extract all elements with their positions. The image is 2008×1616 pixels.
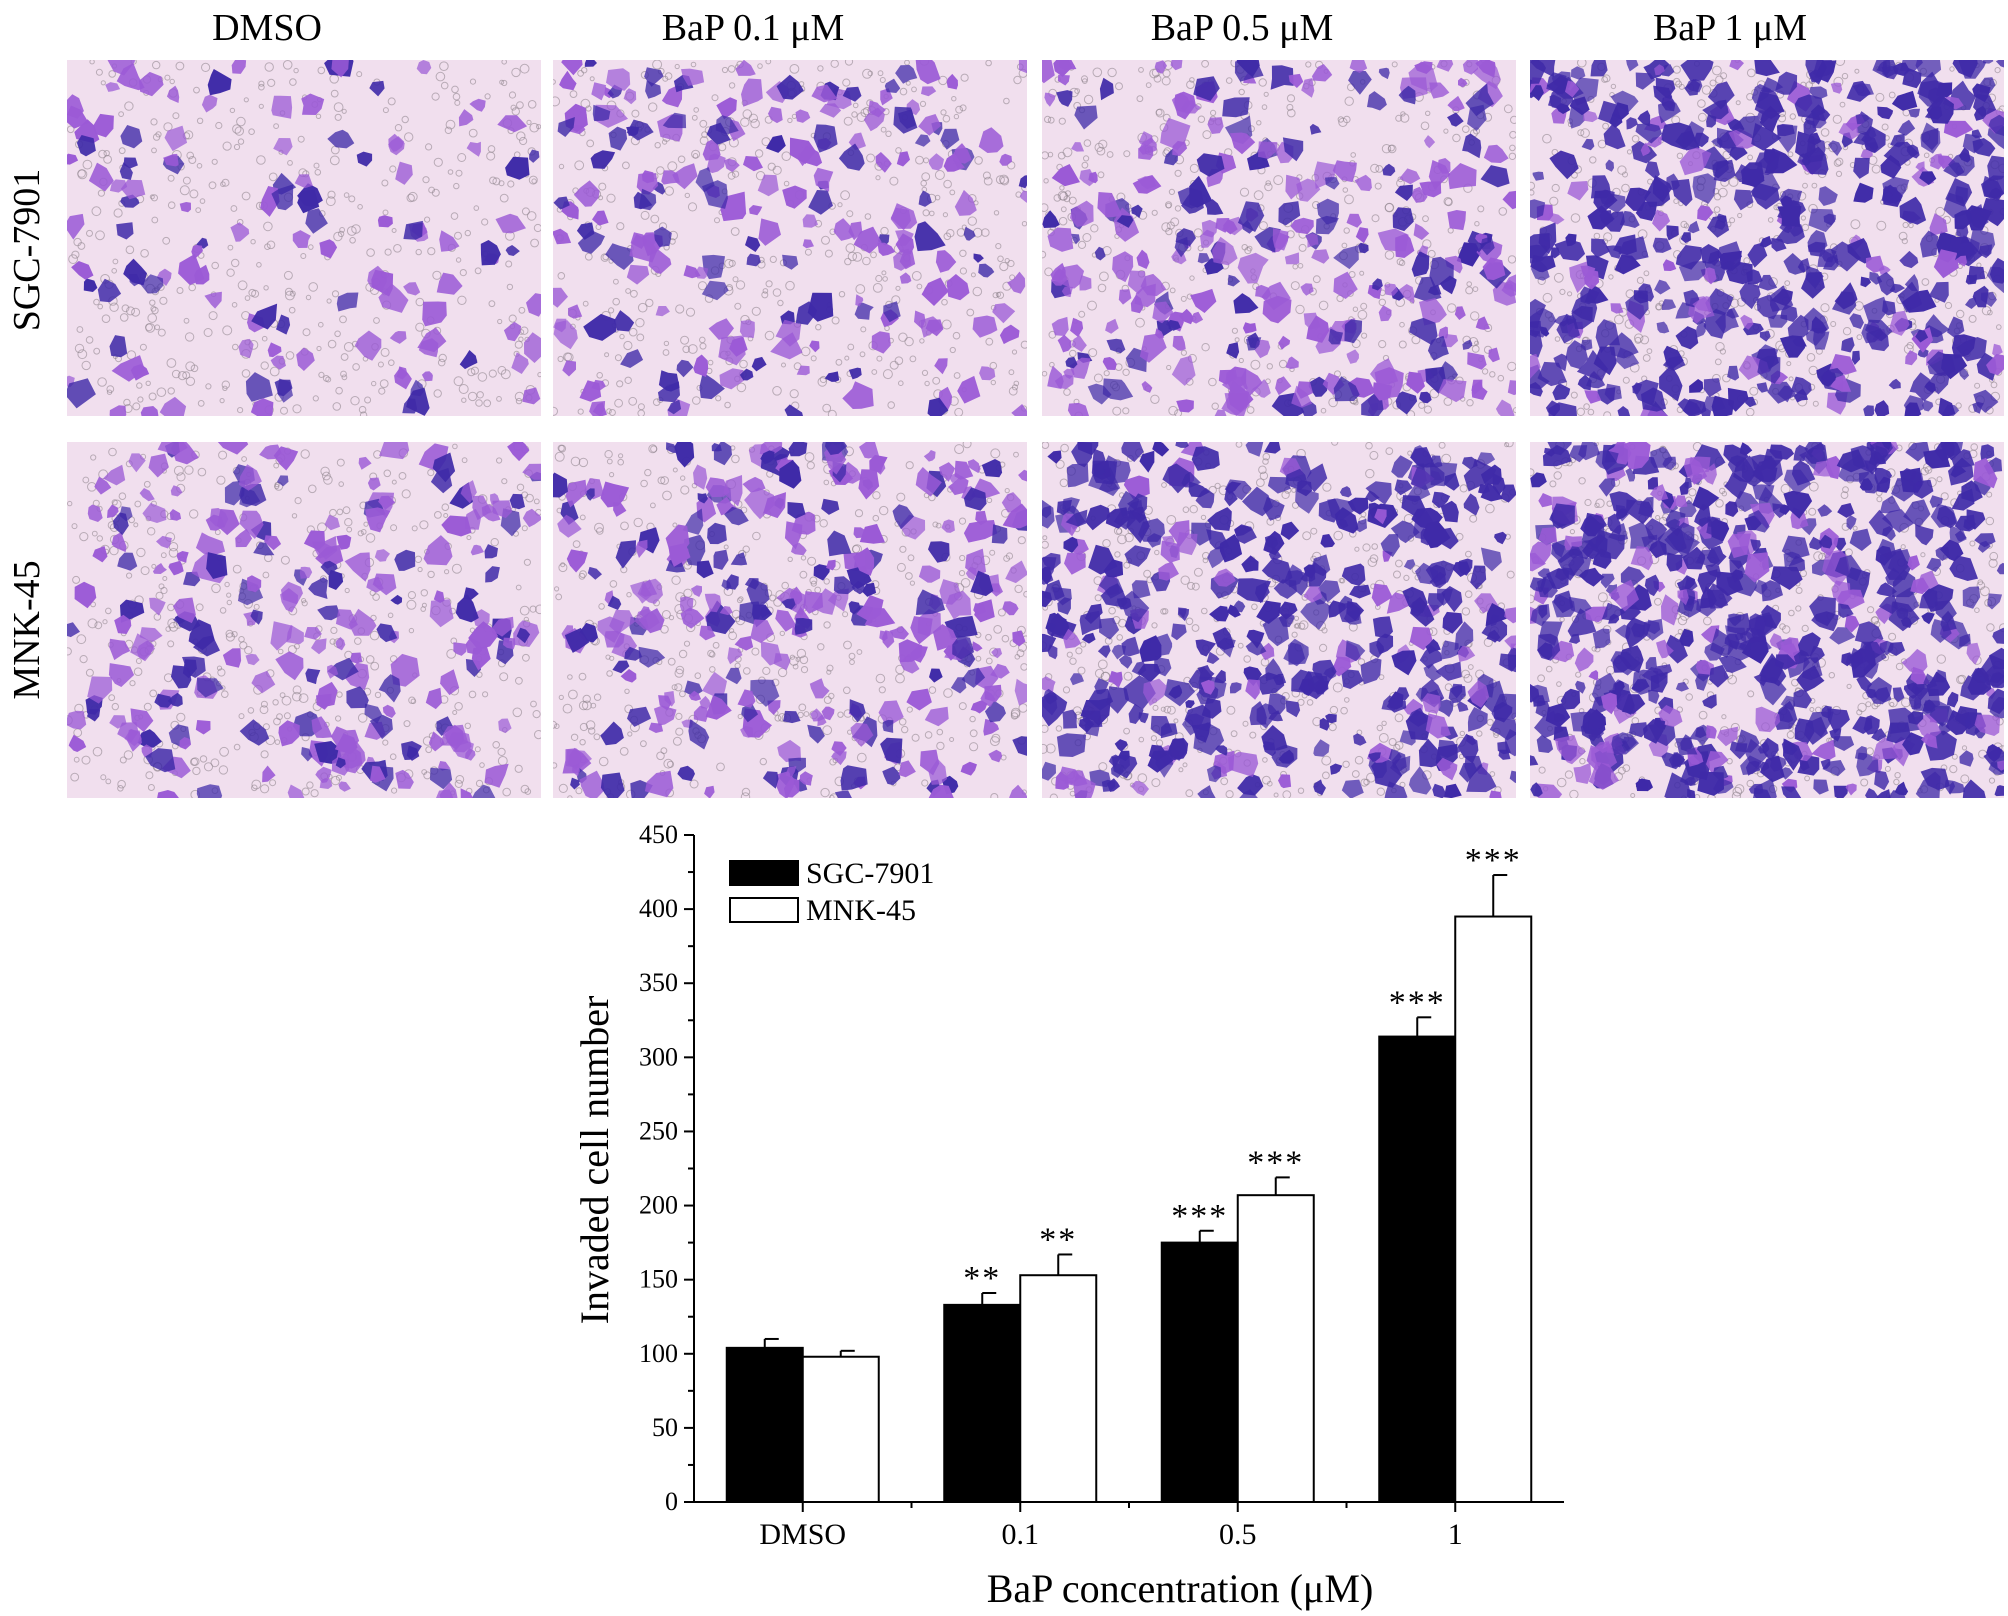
micrograph-mnk-45-bap-1 [1530, 442, 2004, 798]
x-axis-label: BaP concentration (μM) [987, 1566, 1374, 1611]
micrograph-mnk-45-bap-0-5 [1042, 442, 1516, 798]
significance-label: *** [1247, 1144, 1304, 1181]
x-tick-label: 1 [1448, 1518, 1463, 1551]
bar-sgc-7901-1 [1378, 1035, 1457, 1504]
column-header-bap-0-5: BaP 0.5 μM [1150, 7, 1334, 49]
y-tick-label: 350 [639, 968, 678, 997]
micrograph-sgc-7901-dmso [67, 60, 541, 416]
bar-mnk-45-0.1 [1019, 1274, 1098, 1503]
y-tick-label: 400 [639, 894, 678, 923]
x-tick-label: 0.1 [1002, 1518, 1040, 1551]
micrograph-sgc-7901-bap-0-1 [553, 60, 1027, 416]
y-tick-label: 100 [639, 1339, 678, 1368]
legend-swatch-sgc-7901 [729, 860, 799, 886]
significance-label: ** [963, 1260, 1001, 1297]
micrograph-mnk-45-bap-0-1 [553, 442, 1027, 798]
bar-sgc-7901-0.1 [943, 1303, 1022, 1504]
significance-label: *** [1389, 984, 1446, 1021]
bar-sgc-7901-DMSO [725, 1346, 804, 1503]
y-tick-label: 0 [665, 1487, 678, 1516]
legend-swatch-mnk-45 [729, 897, 799, 923]
bar-mnk-45-1 [1454, 915, 1533, 1503]
y-tick-label: 300 [639, 1042, 678, 1071]
bar-sgc-7901-0.5 [1160, 1241, 1239, 1503]
column-header-bap-0-1: BaP 0.1 μM [661, 7, 845, 49]
bar-mnk-45-0.5 [1236, 1194, 1315, 1504]
y-axis-label: Invaded cell number [572, 996, 617, 1325]
significance-label: *** [1465, 842, 1522, 879]
y-tick-label: 50 [652, 1413, 678, 1442]
chart-axes: 0 50 100 150 200 250 300 350 400 450 DMSO 0.1 0.5 1 [639, 820, 1564, 1551]
bar-mnk-45-DMSO [801, 1355, 880, 1503]
micrograph-sgc-7901-bap-0-5 [1042, 60, 1516, 416]
column-header-dmso: DMSO [212, 7, 322, 49]
column-header-bap-1: BaP 1 μM [1652, 7, 1808, 49]
x-tick-label: DMSO [759, 1518, 846, 1551]
y-tick-label: 250 [639, 1116, 678, 1145]
significance-label: ** [1039, 1221, 1077, 1258]
chart-legend: SGC-7901 MNK-45 [729, 857, 934, 927]
y-tick-label: 200 [639, 1191, 678, 1220]
legend-label-mnk-45: MNK-45 [806, 894, 916, 927]
micrograph-sgc-7901-bap-1 [1530, 60, 2004, 416]
x-tick-label: 0.5 [1219, 1518, 1257, 1551]
micrograph-mnk-45-dmso [67, 442, 541, 798]
chart-bars: **************** [725, 842, 1533, 1504]
y-tick-label: 150 [639, 1265, 678, 1294]
y-tick-label: 450 [639, 820, 678, 849]
significance-label: *** [1171, 1198, 1228, 1235]
legend-label-sgc-7901: SGC-7901 [806, 857, 934, 890]
